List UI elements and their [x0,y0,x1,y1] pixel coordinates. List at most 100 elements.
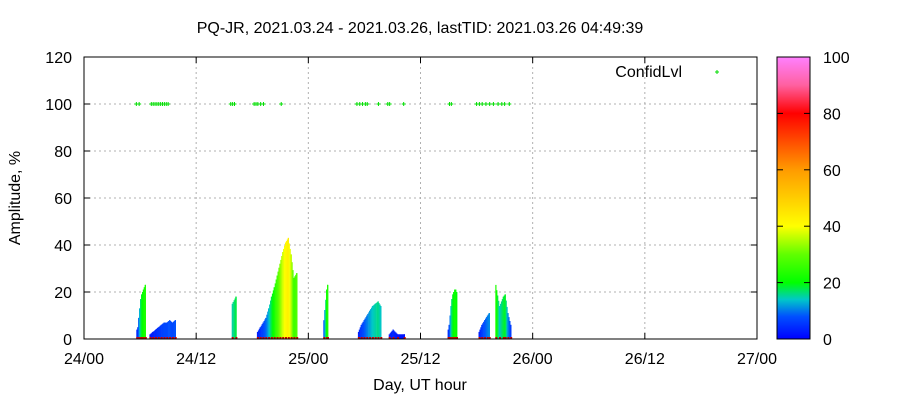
y-tick-label: 0 [63,332,72,349]
x-tick-label: 27/00 [737,351,777,368]
base-marker [282,337,285,339]
legend: ConfidLvl [615,64,719,81]
base-marker [507,337,510,339]
amplitude-bar [233,300,235,339]
amplitude-bar [159,325,161,339]
amplitude-bar [509,321,511,339]
amplitude-bar [289,248,291,339]
confidlvl-point [496,102,501,106]
base-marker [397,337,400,339]
amplitude-bar [141,294,143,339]
confidlvl-point [376,102,381,106]
amplitude-bar [150,333,152,339]
amplitude-bar [294,276,296,339]
base-marker [144,337,147,339]
base-marker [377,337,380,339]
amplitude-bar [158,326,160,339]
amplitude-bar [396,333,398,339]
amplitude-bar [360,324,362,339]
amplitude-bar [170,321,172,339]
amplitude-bar [388,334,390,339]
amplitude-bar [496,290,498,339]
base-marker [293,337,296,339]
base-marker [392,337,395,339]
amplitude-bar [371,307,373,339]
base-marker [488,337,491,339]
base-marker [152,337,155,339]
amplitude-bar [161,324,163,339]
x-axis-label: Day, UT hour [373,377,467,394]
y-axis-label: Amplitude, % [7,151,24,245]
base-marker [504,337,507,339]
base-marker [235,337,238,339]
amplitude-bar [395,332,397,339]
amplitude-bar [140,299,142,339]
amplitude-bar [280,259,282,339]
amplitude-bar [454,289,456,339]
amplitude-bar [480,327,482,340]
amplitude-bar [368,312,370,339]
base-marker [371,337,374,339]
amplitude-bar [139,308,141,339]
confidlvl-point [502,102,507,106]
amplitude-bar [284,245,286,339]
amplitude-bar [390,331,392,339]
amplitude-bar [456,292,458,339]
amplitude-bar [291,262,293,339]
y-tick-label: 20 [54,285,72,302]
base-marker [380,337,383,339]
confidlvl-point [387,102,392,106]
amplitude-bar [296,273,298,339]
amplitude-bar [398,334,400,339]
base-marker [486,337,489,339]
amplitude-bar [452,294,454,339]
amplitude-bar [260,325,262,339]
amplitude-bar [290,254,292,339]
y-tick-label: 40 [54,238,72,255]
base-marker [171,337,174,339]
base-marker [259,337,262,339]
amplitude-bar [274,283,276,339]
amplitude-bar [448,324,450,339]
grid-lines [84,57,757,339]
colorbar-tick-label: 60 [823,163,841,180]
amplitude-bar [363,320,365,339]
base-marker [287,337,290,339]
amplitude-bar [151,332,153,339]
amplitude-bar [288,243,290,339]
base-marker [369,337,372,339]
amplitude-bar [508,317,510,339]
amplitude-bar [377,301,379,339]
amplitude-bar [399,334,401,339]
amplitude-bar [259,327,261,340]
amplitude-bar [510,324,512,339]
amplitude-bar [232,302,234,339]
amplitude-bar [359,327,361,340]
base-marker [478,337,481,339]
amplitude-bar [500,303,502,340]
confidlvl-point [401,102,406,106]
base-marker [374,337,377,339]
amplitude-bar [394,331,396,339]
amplitude-bar [155,329,157,339]
y-tick-label: 120 [45,50,72,67]
amplitude-burst-5 [323,284,329,339]
amplitude-bar [281,256,283,339]
amplitude-bar [500,301,503,339]
amplitude-bar [282,252,284,339]
base-marker [290,337,293,339]
base-marker [327,337,329,339]
amplitude-bar [324,310,326,339]
confidlvl-point [261,102,266,106]
x-tick-label: 24/12 [176,351,216,368]
amplitude-bar [138,317,140,339]
amplitude-bar [375,303,377,339]
amplitude-burst-6 [357,301,383,340]
amplitude-bar [165,322,167,339]
amplitude-bar [358,329,360,339]
base-marker [388,337,391,339]
amplitude-bar [173,321,175,339]
amplitude-bar [367,313,369,339]
amplitude-bar [231,303,233,340]
chart-title: PQ-JR, 2021.03.24 - 2021.03.26, lastTID:… [197,20,644,37]
